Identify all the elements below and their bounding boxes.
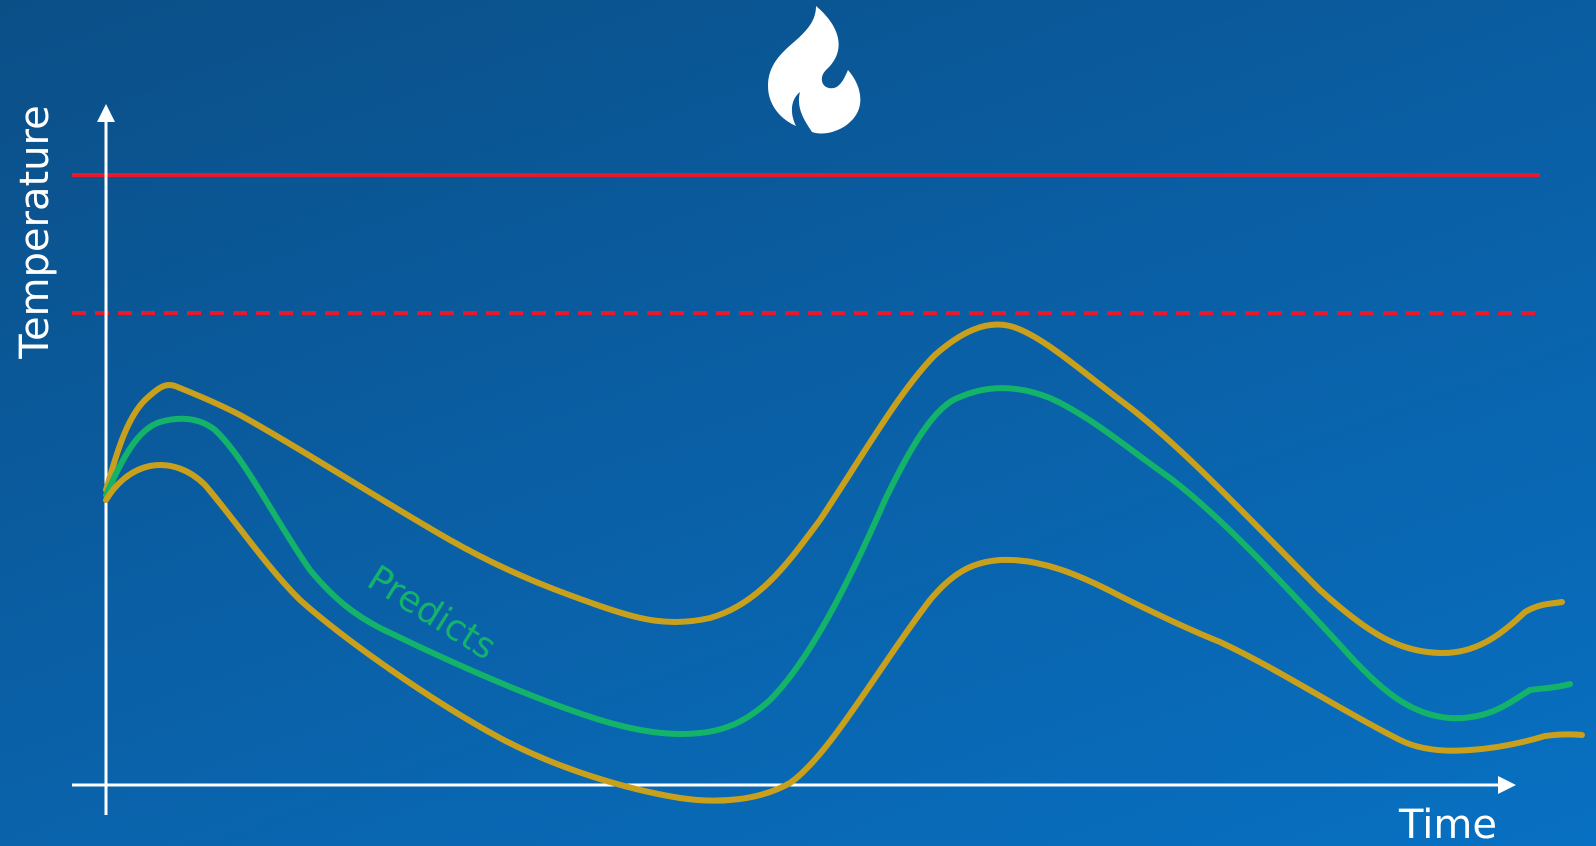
y-axis-arrow xyxy=(97,104,115,122)
axes xyxy=(72,104,1516,815)
upper-bound-curve xyxy=(103,321,1565,657)
flame-icon xyxy=(768,6,861,134)
prediction-curve xyxy=(103,385,1573,737)
x-axis-label: Time xyxy=(1398,802,1497,846)
lower-bound-curve xyxy=(103,462,1585,804)
x-axis-arrow xyxy=(1498,776,1516,794)
y-axis-label: Temperature xyxy=(12,105,58,359)
